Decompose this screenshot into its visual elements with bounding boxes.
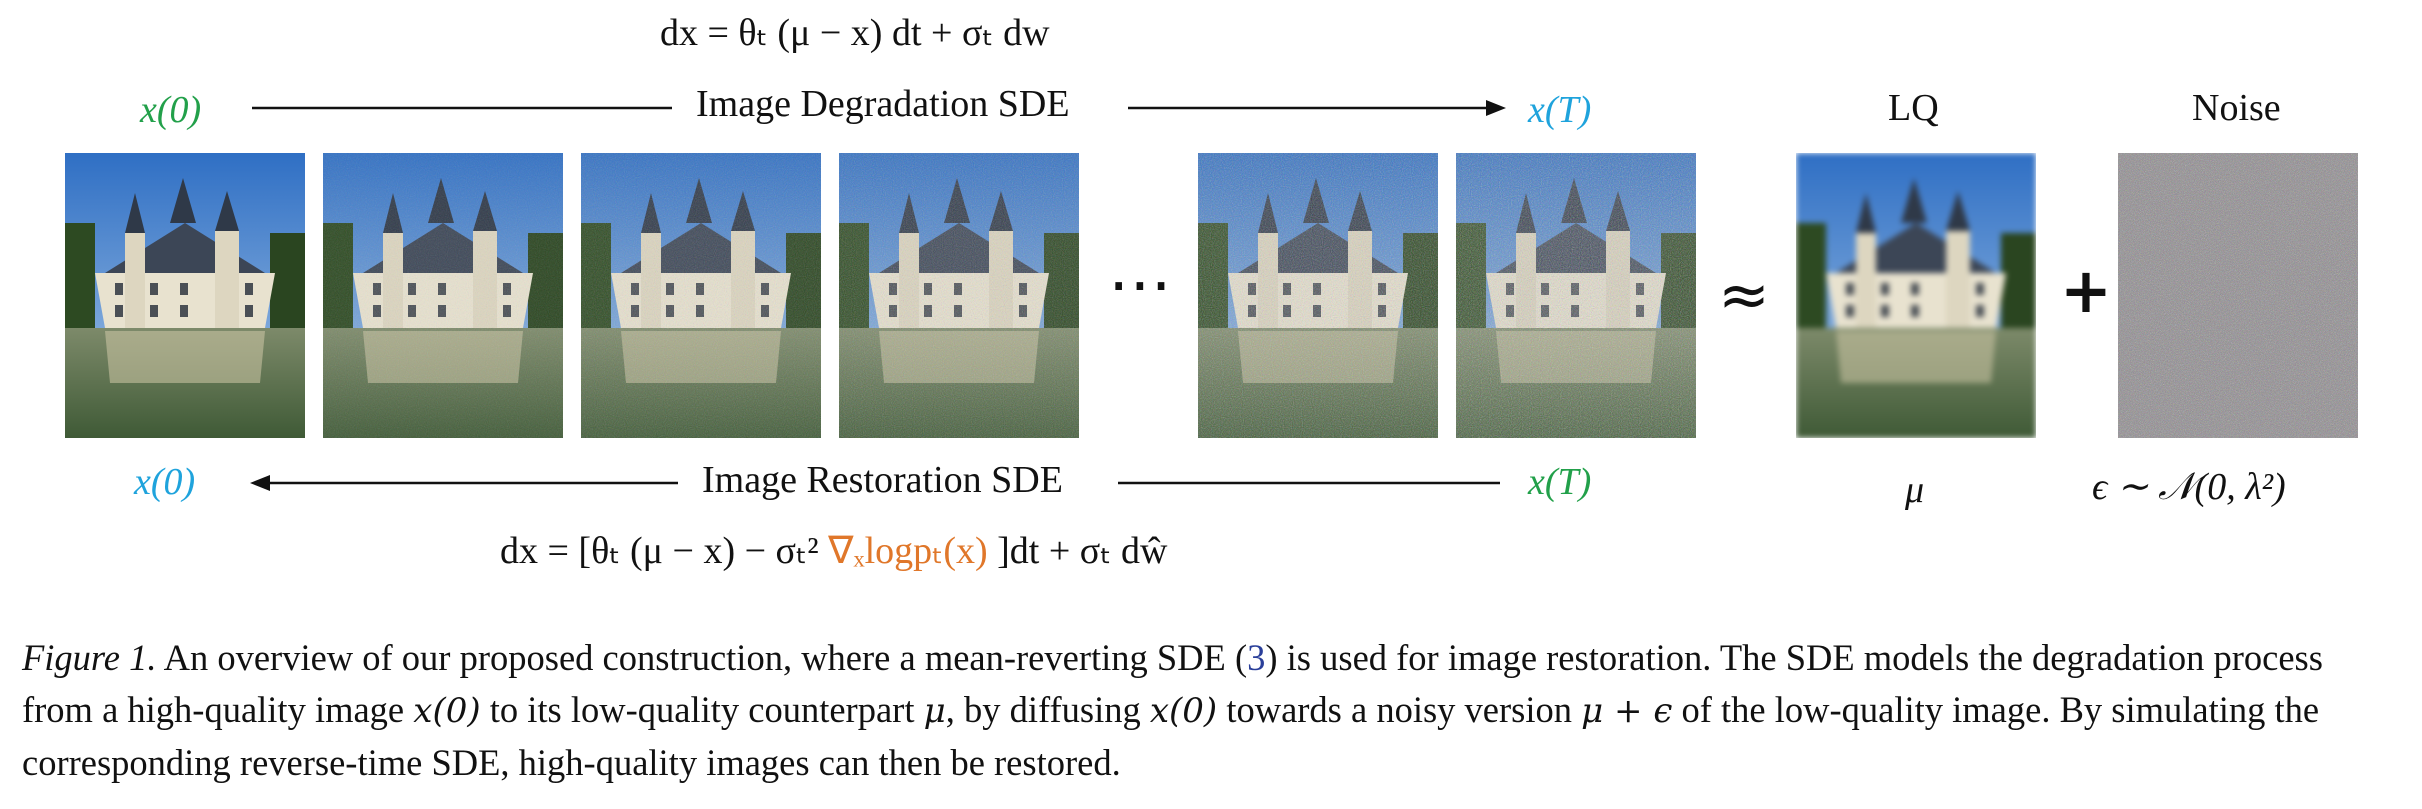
caption-text-4: , by diffusing: [945, 689, 1150, 730]
lq-mu-symbol: μ: [1905, 469, 1925, 511]
forward-sde-equation: dx = θₜ (μ − x) dt + σₜ dw: [660, 12, 1050, 54]
approx-symbol: ≈: [1718, 258, 1770, 331]
plus-symbol: +: [2060, 254, 2112, 327]
reverse-start-label: x(T): [1528, 461, 1592, 503]
caption-text-5: towards a noisy version: [1217, 689, 1582, 730]
score-function: ∇ₓlogpₜ(x): [828, 530, 988, 572]
caption-x0-a: x(0): [413, 691, 481, 731]
reverse-eq-suffix: ]dt + σₜ dŵ: [997, 530, 1168, 572]
figure-caption: Figure 1. An overview of our proposed co…: [22, 632, 2402, 789]
forward-start-label: x(0): [140, 89, 202, 131]
caption-text-6: of the low-quality image. By simulating …: [22, 689, 2320, 783]
caption-text-2: ) is used for image restoration. The SDE…: [22, 637, 2323, 730]
caption-mu: μ: [923, 691, 946, 731]
reverse-arrow-right-segment: [1118, 481, 1500, 485]
image-step-3: [839, 153, 1079, 438]
image-step-T: [1456, 153, 1696, 438]
forward-end-label: x(T): [1528, 89, 1592, 131]
reverse-end-label: x(0): [134, 461, 196, 503]
caption-figure-label: Figure 1.: [22, 637, 157, 678]
noise-title: Noise: [2192, 87, 2281, 129]
reverse-arrow-left-segment: [250, 475, 678, 491]
forward-arrow-left-segment: [252, 106, 672, 110]
reverse-eq-prefix: dx = [θₜ (μ − x) − σₜ²: [500, 530, 819, 572]
caption-x0-b: x(0): [1149, 691, 1218, 731]
image-lq: [1796, 153, 2036, 438]
equation-ref-link[interactable]: 3: [1247, 637, 1266, 678]
image-x0-clean: [65, 153, 305, 438]
image-step-4: [1198, 153, 1438, 438]
image-step-2: [581, 153, 821, 438]
noise-distribution: ϵ ∼ 𝒩(0, λ²): [2092, 466, 2286, 508]
caption-mu-eps: μ + ϵ: [1581, 691, 1673, 731]
forward-sde-label: Image Degradation SDE: [696, 83, 1070, 125]
reverse-sde-equation: dx = [θₜ (μ − x) − σₜ² ∇ₓlogpₜ(x) ]dt + …: [500, 528, 1167, 573]
image-noise: [2118, 153, 2358, 438]
ellipsis: ⋯: [1108, 248, 1172, 322]
reverse-sde-label: Image Restoration SDE: [702, 459, 1063, 501]
image-step-1: [323, 153, 563, 438]
lq-title: LQ: [1888, 87, 1939, 129]
caption-text-1: An overview of our proposed construction…: [156, 637, 1248, 678]
caption-text-3: to its low-quality counterpart: [480, 689, 924, 730]
forward-arrow-right-segment: [1128, 100, 1506, 116]
